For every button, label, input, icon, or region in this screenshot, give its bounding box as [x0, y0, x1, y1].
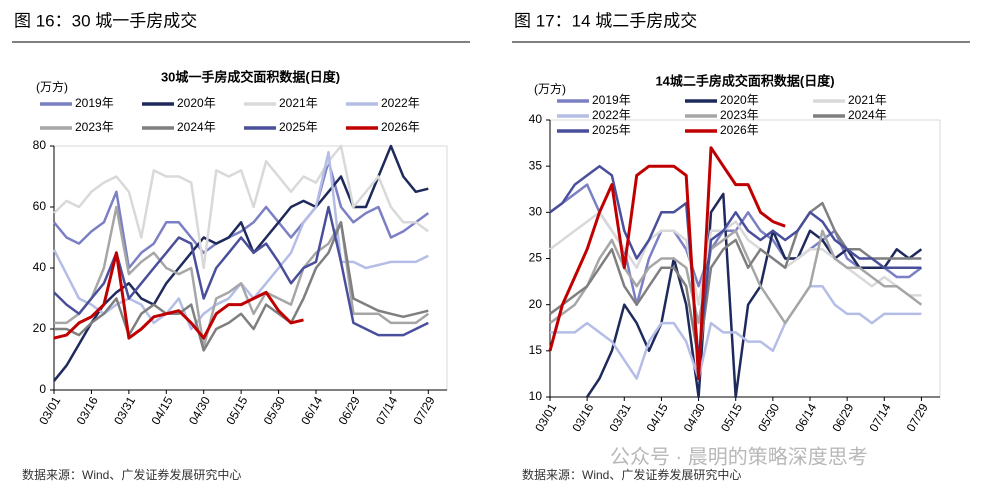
legend-label: 2026年	[720, 123, 759, 137]
legend-label: 2021年	[848, 93, 887, 107]
x-tick-label: 07/14	[866, 401, 893, 434]
caption: 图 17：14 城二手房成交	[514, 11, 697, 30]
chart-title: 30城一手房成交面积数据(日度)	[161, 69, 340, 84]
y-tick-label: 15	[529, 343, 543, 357]
x-tick-label: 06/29	[829, 401, 856, 434]
y-tick-label: 60	[33, 199, 47, 213]
x-tick-label: 03/31	[111, 394, 138, 427]
x-tick-label: 07/14	[373, 394, 400, 427]
source: 数据来源：Wind、广发证券发展研究中心	[522, 467, 741, 482]
legend-label: 2022年	[381, 96, 420, 110]
x-tick-label: 04/15	[148, 394, 175, 427]
x-tick-label: 07/29	[904, 401, 931, 434]
y-tick-label: 20	[529, 297, 543, 311]
legend-label: 2021年	[279, 96, 318, 110]
legend-label: 2023年	[75, 120, 114, 134]
series-line	[550, 284, 922, 380]
x-tick-label: 03/16	[569, 401, 596, 434]
legend-label: 2023年	[720, 108, 759, 122]
x-tick-label: 05/30	[755, 401, 782, 434]
legend-label: 2025年	[279, 120, 318, 134]
chart-title: 14城二手房成交面积数据(日度)	[655, 73, 834, 88]
series-line	[53, 160, 430, 270]
legend-label: 2022年	[592, 108, 631, 122]
series-line	[549, 183, 923, 306]
series-line	[54, 221, 429, 352]
x-tick-label: 04/30	[186, 394, 213, 427]
x-tick-label: 04/15	[644, 401, 671, 434]
y-axis-label: (万方)	[36, 79, 68, 94]
series-line	[549, 201, 922, 362]
x-tick-label: 05/15	[223, 394, 250, 427]
series-line	[54, 205, 430, 349]
caption: 图 16：30 城一手房成交	[14, 11, 197, 30]
series-line	[53, 144, 429, 382]
watermark: 公众号 · 晨明的策略深度思考	[610, 445, 868, 468]
series-line	[53, 251, 304, 340]
y-tick-label: 20	[33, 321, 47, 335]
series-line	[549, 164, 922, 362]
legend-label: 2019年	[592, 93, 631, 107]
x-tick-label: 05/30	[261, 394, 288, 427]
x-tick-label: 03/01	[36, 394, 63, 427]
series-line	[549, 229, 923, 325]
series-line	[548, 146, 786, 380]
y-tick-label: 40	[529, 112, 543, 126]
legend-label: 2025年	[592, 123, 631, 137]
x-tick-label: 07/29	[410, 394, 437, 427]
legend-label: 2020年	[177, 96, 216, 110]
series-line	[53, 144, 430, 270]
x-tick-label: 04/30	[681, 401, 708, 434]
y-tick-label: 10	[529, 389, 543, 403]
series-line	[586, 192, 923, 399]
y-tick-label: 80	[33, 138, 47, 152]
y-tick-label: 30	[529, 205, 543, 219]
y-axis-label: (万方)	[534, 81, 566, 96]
x-tick-label: 06/14	[298, 394, 325, 427]
legend-label: 2026年	[381, 120, 420, 134]
x-tick-label: 03/01	[532, 401, 559, 434]
source: 数据来源：Wind、广发证券发展研究中心	[22, 467, 241, 482]
x-tick-label: 06/29	[336, 394, 363, 427]
series-line	[549, 211, 922, 306]
y-tick-label: 40	[33, 260, 47, 274]
y-tick-label: 35	[529, 158, 543, 172]
series-line	[53, 205, 429, 337]
legend-label: 2020年	[720, 93, 759, 107]
y-tick-label: 0	[39, 382, 46, 396]
y-tick-label: 25	[529, 251, 543, 265]
x-tick-label: 05/15	[718, 401, 745, 434]
x-tick-label: 03/16	[74, 394, 101, 427]
legend-label: 2024年	[848, 108, 887, 122]
legend-label: 2019年	[75, 96, 114, 110]
x-tick-label: 03/31	[606, 401, 633, 434]
legend-label: 2024年	[177, 120, 216, 134]
x-tick-label: 06/14	[792, 401, 819, 434]
